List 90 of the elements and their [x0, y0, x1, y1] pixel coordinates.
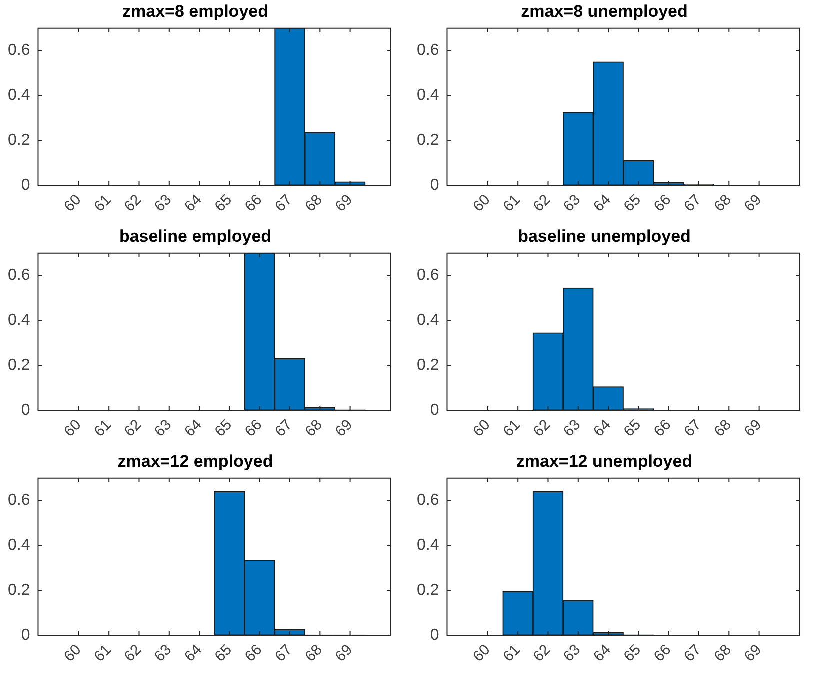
x-tick-label: 60 [60, 416, 85, 440]
x-tick-label: 68 [302, 642, 326, 666]
y-tick-label: 0.6 [8, 267, 30, 284]
y-tick-label: 0.2 [8, 357, 30, 374]
y-tick-label: 0.2 [8, 582, 30, 599]
x-tick-label: 62 [530, 192, 554, 216]
chart-title: zmax=8 unemployed [521, 2, 688, 21]
x-tick-label: 68 [302, 192, 326, 216]
x-tick-label: 60 [470, 642, 494, 666]
x-tick-label: 67 [680, 642, 705, 666]
x-tick-label: 67 [680, 416, 705, 440]
y-tick-label: 0.4 [416, 87, 440, 104]
x-tick-label: 65 [212, 192, 236, 216]
chart-title: zmax=12 unemployed [516, 452, 693, 471]
y-tick-label: 0.2 [416, 357, 440, 374]
y-tick-label: 0 [430, 176, 440, 194]
x-tick-label: 65 [620, 192, 644, 216]
x-tick-label: 64 [181, 192, 206, 216]
y-tick-label: 0.2 [8, 132, 30, 149]
x-tick-label: 66 [242, 192, 266, 216]
x-tick-label: 61 [500, 192, 524, 216]
y-tick-label: 0.6 [8, 42, 30, 60]
x-tick-label: 64 [590, 642, 614, 666]
x-tick-label: 63 [560, 416, 584, 440]
x-tick-label: 68 [711, 642, 735, 666]
y-tick-label: 0.4 [416, 537, 440, 554]
chart-title: zmax=8 employed [122, 2, 268, 21]
x-tick-label: 67 [680, 192, 705, 216]
x-tick-label: 66 [650, 642, 675, 666]
y-tick-label: 0 [21, 626, 30, 644]
x-tick-label: 63 [151, 192, 176, 216]
x-tick-label: 61 [500, 416, 524, 440]
x-tick-label: 67 [272, 192, 296, 216]
x-tick-label: 64 [181, 416, 206, 440]
x-tick-label: 66 [650, 416, 675, 440]
x-tick-label: 62 [121, 642, 145, 666]
x-tick-label: 60 [60, 192, 85, 216]
x-tick-label: 69 [332, 416, 356, 440]
x-tick-label: 69 [741, 416, 766, 440]
x-tick-label: 62 [121, 192, 145, 216]
x-tick-label: 67 [272, 642, 296, 666]
x-tick-label: 60 [470, 416, 494, 440]
x-tick-label: 67 [272, 416, 296, 440]
x-tick-label: 68 [302, 416, 326, 440]
y-tick-label: 0.6 [416, 42, 440, 60]
y-tick-label: 0.6 [416, 267, 440, 284]
x-tick-label: 68 [711, 416, 735, 440]
x-tick-label: 66 [242, 416, 266, 440]
x-tick-label: 63 [151, 416, 176, 440]
x-tick-label: 65 [620, 642, 644, 666]
x-tick-label: 69 [741, 192, 766, 216]
y-tick-label: 0.6 [8, 492, 30, 510]
y-tick-label: 0.4 [8, 537, 30, 554]
x-tick-label: 64 [590, 192, 614, 216]
y-tick-label: 0 [430, 402, 440, 419]
x-tick-label: 62 [530, 642, 554, 666]
x-tick-label: 61 [91, 416, 115, 440]
x-tick-label: 64 [590, 416, 614, 440]
x-tick-label: 62 [121, 416, 145, 440]
x-tick-label: 64 [181, 642, 206, 666]
x-tick-label: 65 [620, 416, 644, 440]
chart-title: zmax=12 employed [118, 452, 274, 471]
x-tick-label: 61 [91, 192, 115, 216]
x-tick-label: 65 [212, 642, 236, 666]
x-tick-label: 61 [500, 642, 524, 666]
x-tick-label: 65 [212, 416, 236, 440]
x-tick-label: 60 [470, 192, 494, 216]
chart-title: baseline employed [119, 226, 272, 246]
y-tick-label: 0 [430, 626, 440, 644]
x-tick-label: 62 [530, 416, 554, 440]
y-tick-label: 0.6 [416, 492, 440, 510]
y-tick-label: 0.2 [416, 582, 440, 599]
x-tick-label: 63 [560, 642, 584, 666]
y-tick-label: 0.4 [8, 87, 30, 104]
y-tick-label: 0.4 [8, 312, 30, 330]
x-tick-label: 69 [741, 642, 766, 666]
x-tick-label: 69 [332, 642, 356, 666]
x-tick-label: 66 [242, 642, 266, 666]
x-tick-label: 68 [711, 192, 735, 216]
y-tick-label: 0 [21, 402, 30, 419]
x-tick-label: 60 [60, 642, 85, 666]
x-tick-label: 63 [560, 192, 584, 216]
y-tick-label: 0 [21, 176, 30, 194]
y-tick-label: 0.2 [416, 132, 440, 149]
x-tick-label: 66 [650, 192, 675, 216]
y-tick-label: 0.4 [416, 312, 440, 330]
x-tick-label: 61 [91, 642, 115, 666]
chart-title: baseline unemployed [518, 226, 691, 246]
x-tick-label: 69 [332, 192, 356, 216]
x-tick-label: 63 [151, 642, 176, 666]
